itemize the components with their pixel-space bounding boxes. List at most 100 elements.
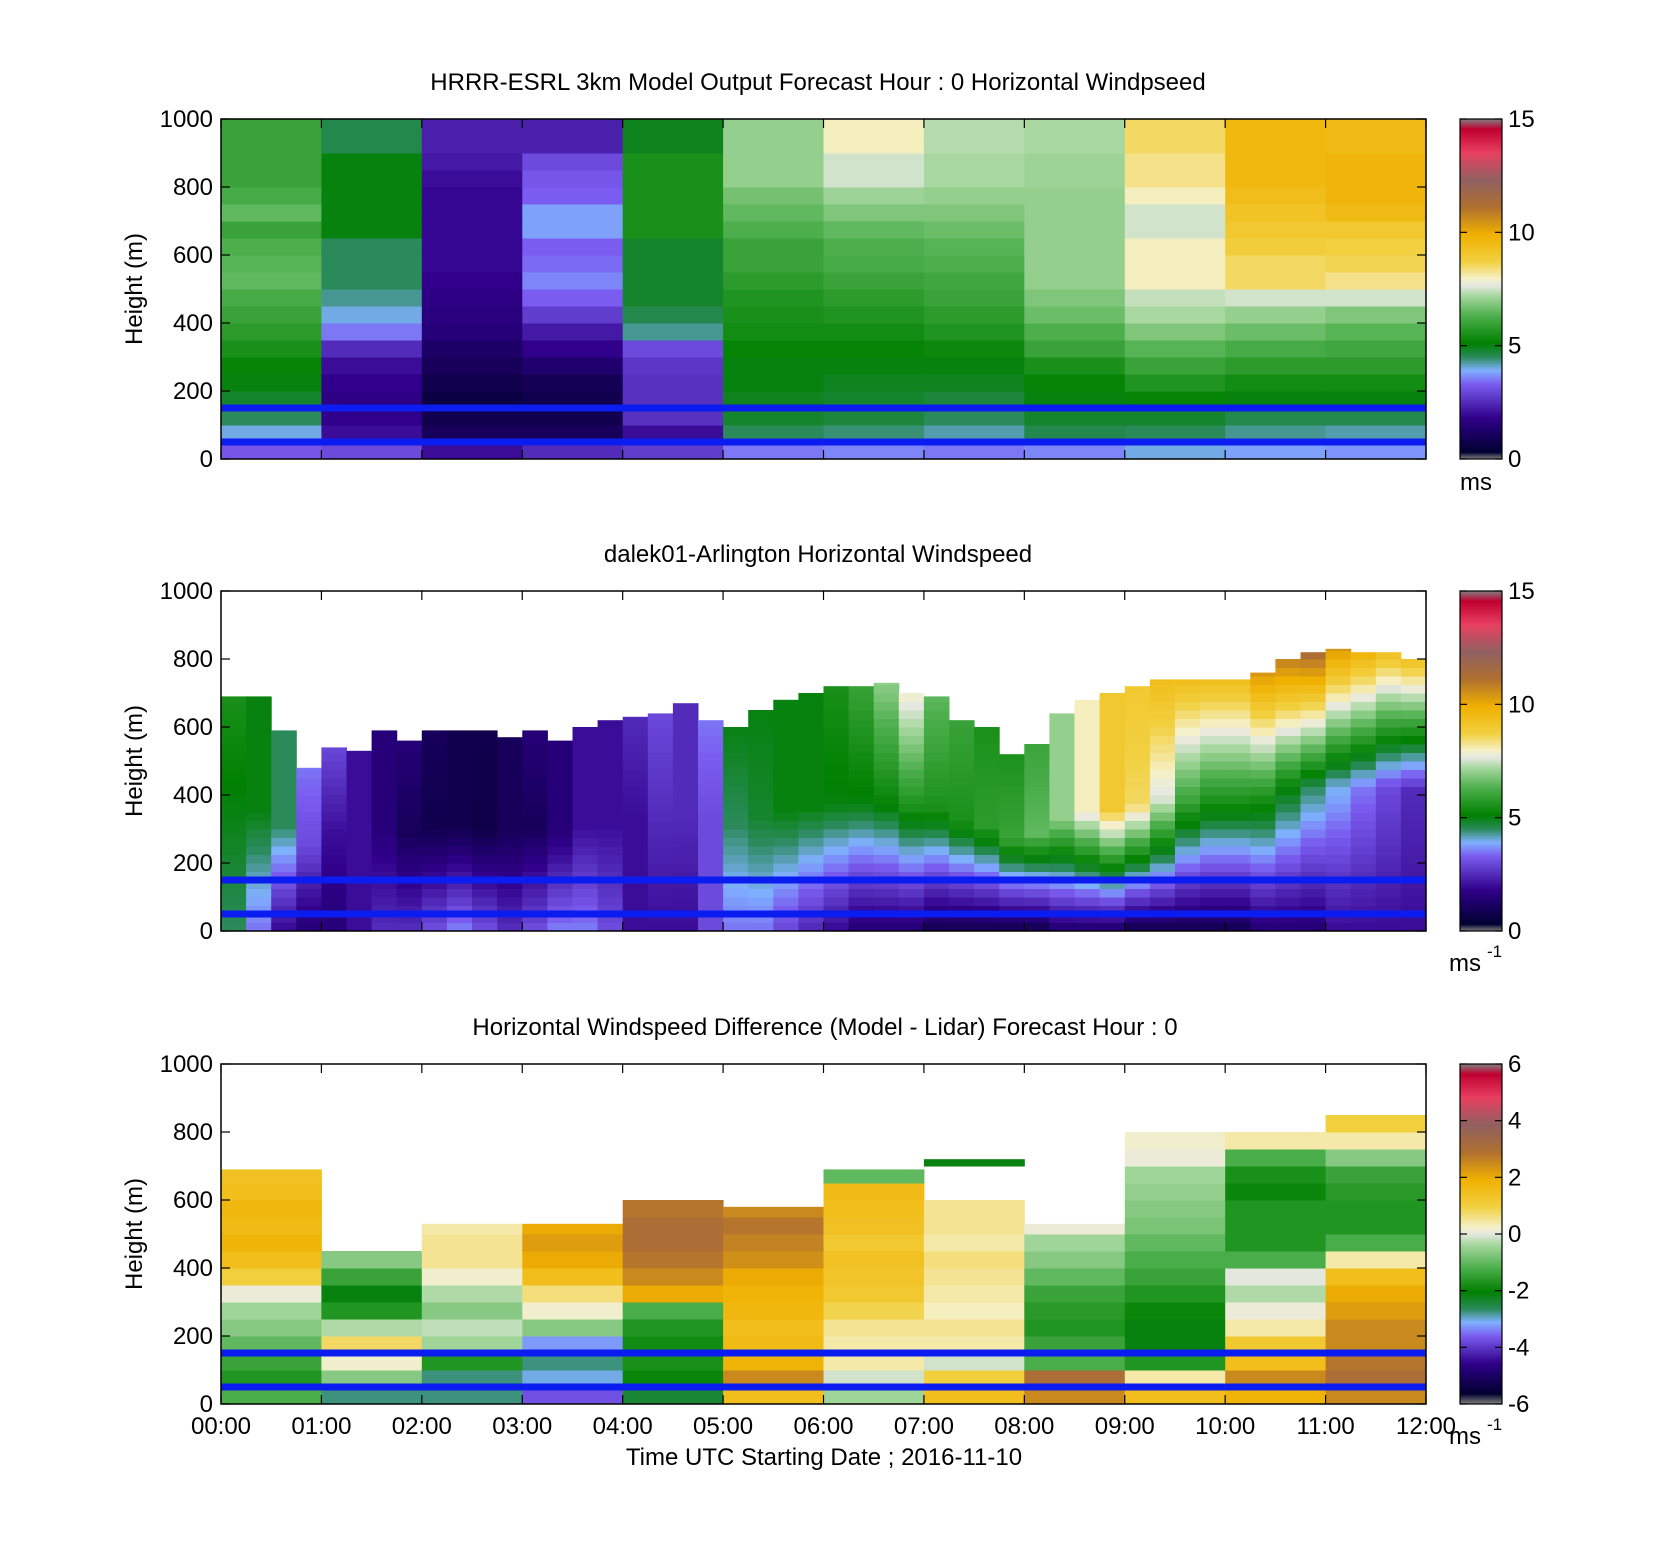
heatmap-cell <box>848 686 875 694</box>
heatmap-cell <box>1375 652 1402 660</box>
heatmap-cell <box>949 752 975 762</box>
heatmap-cell <box>1275 880 1301 889</box>
heatmap-cell <box>999 812 1025 821</box>
heatmap-cell <box>1375 871 1402 881</box>
heatmap-cell <box>271 880 297 889</box>
heatmap-cell <box>1400 684 1427 694</box>
heatmap-cell <box>848 752 875 762</box>
heatmap-cell <box>246 846 272 855</box>
heatmap-cell <box>221 1200 322 1218</box>
heatmap-cell <box>1099 744 1126 753</box>
heatmap-cell <box>1225 340 1327 358</box>
heatmap-cell <box>773 897 799 906</box>
heatmap-cell <box>497 837 523 847</box>
heatmap-cell <box>296 914 322 923</box>
heatmap-cell <box>1325 119 1427 137</box>
heatmap-cell <box>923 1251 1025 1269</box>
heatmap-cell <box>371 744 398 753</box>
heatmap-cell <box>1400 795 1427 804</box>
heatmap-cell <box>221 1234 322 1252</box>
heatmap-cell <box>798 914 824 923</box>
heatmap-cell <box>1300 922 1327 932</box>
heatmap-cell <box>346 914 373 923</box>
heatmap-cell <box>421 837 448 847</box>
heatmap-cell <box>647 922 674 932</box>
heatmap-cell <box>1124 880 1151 889</box>
heatmap-cell <box>522 730 548 736</box>
heatmap-cell <box>923 880 950 889</box>
heatmap-cell <box>321 888 347 898</box>
y-tick-label: 0 <box>200 918 213 945</box>
heatmap-cell <box>522 442 624 460</box>
heatmap-cell <box>446 761 473 770</box>
heatmap-cell <box>421 897 448 906</box>
heatmap-cell <box>1124 1149 1226 1167</box>
heatmap-cell <box>396 905 423 915</box>
heatmap-cell <box>1074 718 1101 728</box>
heatmap-cell <box>622 119 724 137</box>
colorbar-unit: ms <box>1449 950 1481 977</box>
heatmap-cell <box>421 846 448 855</box>
heatmap-cell <box>1124 255 1226 273</box>
heatmap-cell <box>1325 357 1427 375</box>
heatmap-cell <box>271 905 297 915</box>
heatmap-cell <box>798 803 824 813</box>
heatmap-cell <box>1124 187 1226 205</box>
heatmap-cell <box>823 374 925 392</box>
heatmap-cell <box>647 752 674 762</box>
heatmap-cell <box>572 905 599 915</box>
heatmap-cell <box>823 289 925 307</box>
heatmap-cell <box>1225 905 1251 915</box>
heatmap-cell <box>723 922 749 932</box>
heatmap-cell <box>1099 752 1126 762</box>
heatmap-cell <box>622 408 724 426</box>
heatmap-cell <box>321 829 347 838</box>
heatmap-cell <box>572 846 599 855</box>
heatmap-cell <box>923 829 950 838</box>
heatmap-cell <box>421 769 448 779</box>
heatmap-cell <box>522 1319 624 1337</box>
heatmap-cell <box>949 922 975 932</box>
heatmap-cell <box>396 897 423 906</box>
heatmap-cell <box>1400 803 1427 813</box>
heatmap-cell <box>1149 718 1176 728</box>
heatmap-cell <box>1124 820 1151 830</box>
heatmap-cell <box>421 238 523 256</box>
heatmap-cell <box>748 761 774 770</box>
heatmap-cell <box>346 897 373 906</box>
heatmap-cell <box>346 803 373 813</box>
heatmap-cell <box>974 863 1000 872</box>
heatmap-cell <box>1200 812 1226 821</box>
heatmap-cell <box>221 905 247 915</box>
heatmap-cell <box>1124 871 1151 881</box>
heatmap-cell <box>723 1285 824 1303</box>
heatmap-cell <box>773 735 799 745</box>
heatmap-cell <box>371 897 398 906</box>
heatmap-cell <box>421 905 448 915</box>
heatmap-cell <box>1400 820 1427 830</box>
heatmap-cell <box>1149 871 1176 881</box>
heatmap-cell <box>949 854 975 864</box>
heatmap-cell <box>1375 710 1402 719</box>
heatmap-cell <box>1375 676 1402 685</box>
heatmap-cell <box>1225 786 1251 796</box>
heatmap-cell <box>1175 727 1201 736</box>
heatmap-cell <box>1325 667 1352 677</box>
heatmap-cell <box>1225 769 1251 779</box>
heatmap-cell <box>1024 153 1126 171</box>
heatmap-cell <box>547 778 573 787</box>
heatmap-cell <box>1200 820 1226 830</box>
heatmap-cell <box>1124 744 1151 753</box>
heatmap-cell <box>1149 693 1176 702</box>
heatmap-cell <box>1225 701 1251 711</box>
heatmap-cell <box>1049 829 1075 838</box>
heatmap-cell <box>748 897 774 906</box>
heatmap-cell <box>522 357 624 375</box>
heatmap-cell <box>246 718 272 728</box>
heatmap-cell <box>597 905 624 915</box>
heatmap-cell <box>974 786 1000 796</box>
heatmap-cell <box>371 880 398 889</box>
heatmap-cell <box>1149 837 1176 847</box>
heatmap-cell <box>1175 735 1201 745</box>
y-tick-label: 1000 <box>160 106 213 133</box>
